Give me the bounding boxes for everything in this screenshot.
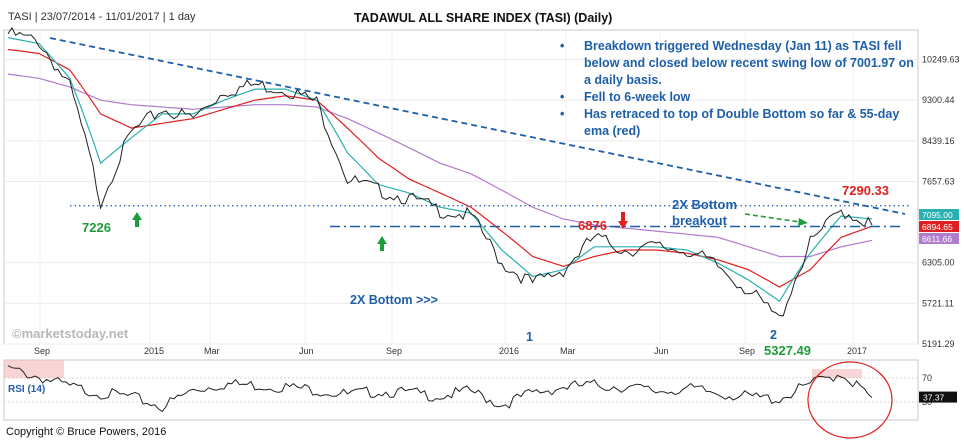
x-tick-label: 2015 [144,346,164,356]
x-tick-label: Sep [386,346,402,356]
rsi-title: RSI (14) [8,384,45,395]
last-value-tag [919,209,959,220]
last-value-label: 6611.66 [922,234,952,244]
rsi-highlight-circle [807,361,893,439]
notes-list: Breakdown triggered Wednesday (Jan 11) a… [556,38,924,140]
downtrend-line [49,37,906,215]
watermark: ©marketstoday.net [12,326,129,341]
x-tick-label: Mar [204,346,220,356]
ema-short-line [7,37,873,303]
bottom-label: 2X Bottom [672,197,737,212]
x-tick-label: 2017 [847,346,867,356]
note-item: Fell to 6-week low [560,89,924,106]
price-series-line [7,26,873,317]
y-tick-label: 6305.00 [922,258,955,268]
last-value-tag [919,233,959,244]
copyright: Copyright © Bruce Powers, 2016 [6,426,167,438]
red-arrow-icon [618,212,628,229]
chart-title: TADAWUL ALL SHARE INDEX (TASI) (Daily) [354,11,613,25]
x-tick-label: Jun [299,346,314,356]
x-tick-label: Sep [34,346,50,356]
x-tick-label: 2016 [499,346,519,356]
symbol-line: TASI | 23/07/2014 - 11/01/2017 | 1 day [8,11,196,23]
y-tick-label: 7657.63 [922,176,955,186]
level-7226-label: 7226 [82,220,111,235]
y-tick-label: 5721.11 [922,298,954,308]
low-value-label: 5327.49 [764,343,811,358]
ema-55-line [7,48,873,288]
note-item: Has retraced to top of Double Bottom so … [560,106,924,140]
y-tick-label: 9300.44 [922,95,955,105]
breakout-label: breakout [672,213,727,228]
last-value-label: 7095.00 [922,210,953,220]
rsi-line [7,365,873,413]
level-6876-label: 6876 [578,218,607,233]
low-2-label: 2 [770,328,777,342]
rsi-overbought-fill [4,360,64,378]
low-1-label: 1 [526,330,533,344]
breakout-arrow-icon [798,218,808,226]
note-item: Breakdown triggered Wednesday (Jan 11) a… [560,38,924,89]
breakout-arrow-line [744,213,801,223]
x-tick-label: Sep [739,346,755,356]
last-value-tag [919,221,959,232]
rsi-value-label: 37.37 [923,393,945,403]
green-arrow-icon [132,212,142,227]
y-tick-label: 5191.29 [922,339,955,349]
rsi-value-tag [919,391,957,403]
x-tick-label: Jun [654,346,669,356]
high-7290-label: 7290.33 [842,183,889,198]
last-value-label: 6894.65 [922,222,953,232]
y-tick-label: 8439.16 [922,136,955,146]
rsi-overbought-fill [812,369,862,378]
y-tick-label: 10249.63 [922,55,960,65]
green-arrow-icon [377,236,387,251]
double-bottom-label: 2X Bottom >>> [350,293,438,307]
ema-long-line [7,73,873,258]
rsi-tick-label: 70 [922,373,932,383]
x-tick-label: Mar [560,346,576,356]
